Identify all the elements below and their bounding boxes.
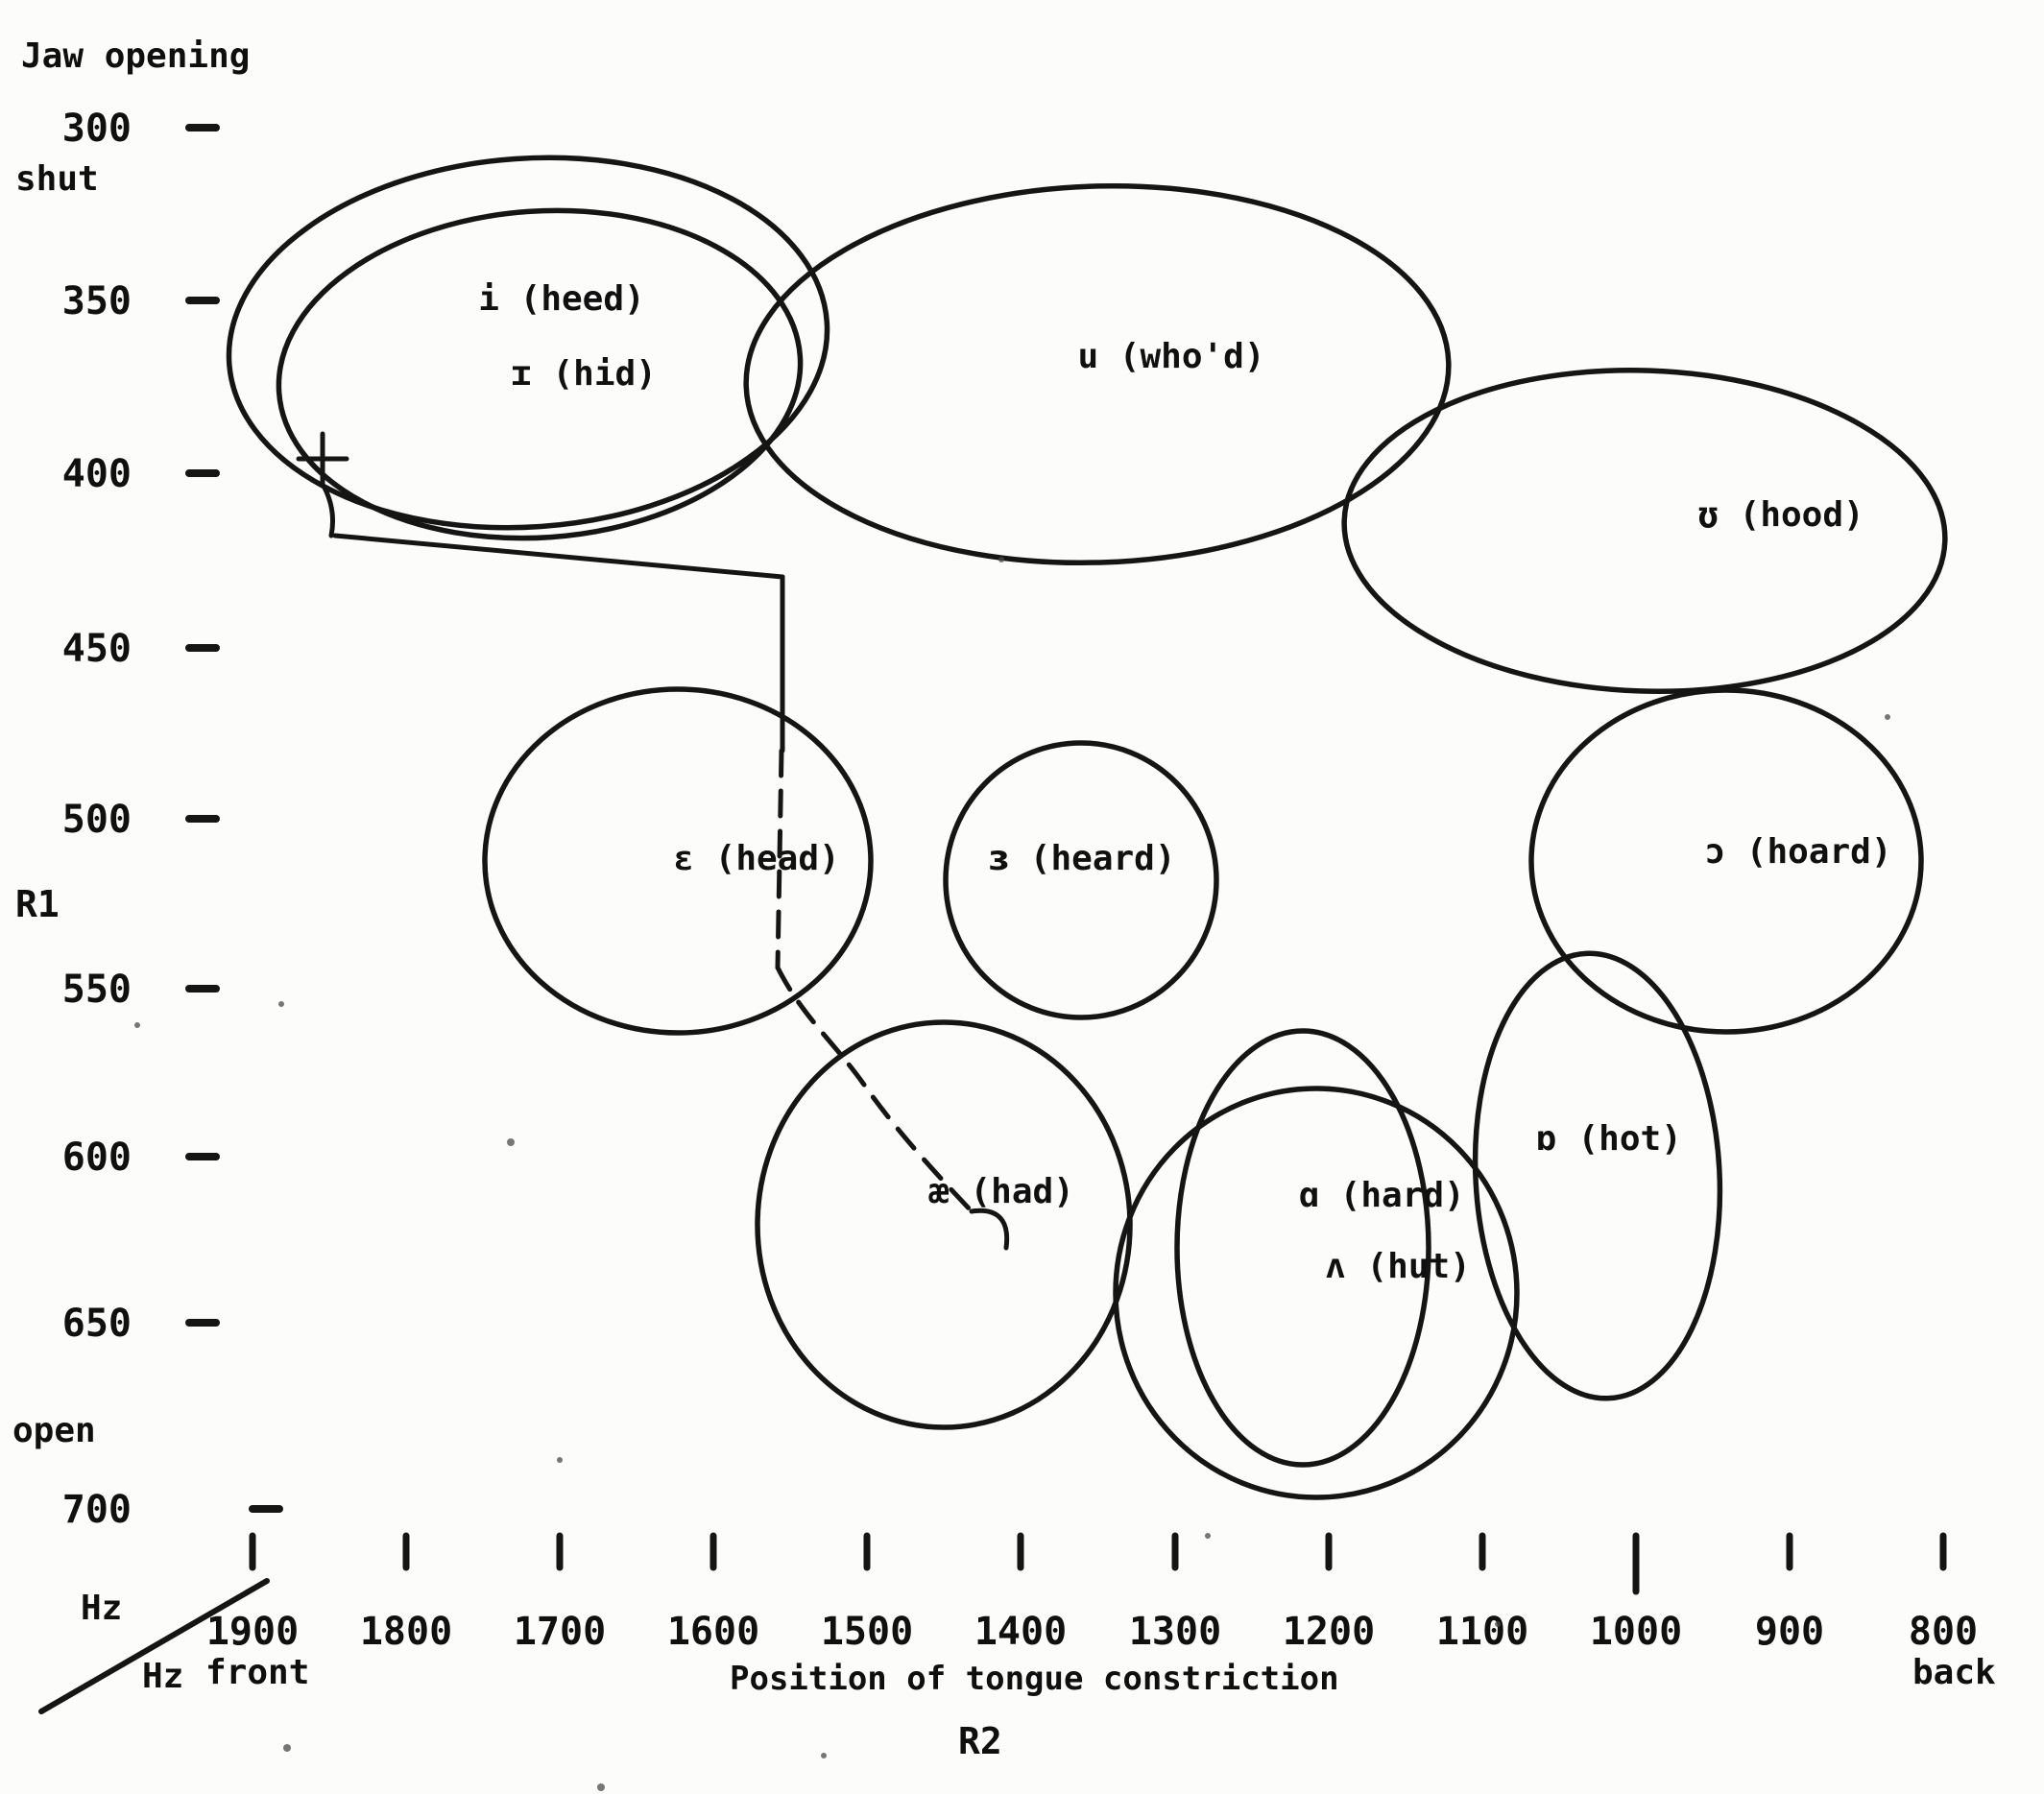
y-tick-label-450: 450	[62, 627, 132, 671]
vowel-label-hot: ɒ (hot)	[1536, 1119, 1682, 1159]
y-tick-label-500: 500	[62, 798, 132, 842]
x-tick-label-1500: 1500	[821, 1610, 913, 1654]
trajectory-segment-2	[775, 748, 784, 970]
x-axis-front-label: front	[205, 1653, 310, 1692]
scan-speck	[507, 1138, 515, 1146]
vowel-ellipse-hot	[1472, 950, 1723, 1401]
plus-marker	[322, 485, 336, 538]
x-tick-label-1400: 1400	[974, 1610, 1067, 1654]
scan-speck	[821, 1753, 827, 1758]
x-tick-label-1700: 1700	[514, 1610, 606, 1654]
scan-speck	[283, 1744, 291, 1752]
y-tick-label-700: 700	[62, 1488, 132, 1532]
vowel-label-hut: ʌ (hut)	[1325, 1247, 1471, 1286]
x-tick-label-1600: 1600	[667, 1610, 759, 1654]
scan-speck	[1885, 714, 1890, 720]
vowel-label-heed: i (heed)	[478, 279, 644, 319]
y-axis-shut-label: shut	[15, 159, 99, 199]
x-tick-label-1900: 1900	[206, 1610, 299, 1654]
y-axis-unit: Hz	[81, 1589, 123, 1628]
y-axis-name: R1	[15, 883, 60, 925]
scan-speck	[278, 1001, 284, 1007]
x-tick-label-1300: 1300	[1129, 1610, 1221, 1654]
trajectory-segment-3	[775, 965, 974, 1214]
vowel-ellipse-head	[482, 686, 874, 1036]
vowel-ellipse-hut	[1113, 1086, 1520, 1500]
x-tick-label-1000: 1000	[1590, 1610, 1682, 1654]
scan-speck	[597, 1783, 605, 1791]
y-tick-label-350: 350	[62, 279, 132, 323]
x-axis-name: R2	[958, 1720, 1002, 1762]
vowel-ellipse-hid	[276, 207, 804, 541]
x-tick-label-800: 800	[1909, 1610, 1978, 1654]
scan-speck	[1205, 1533, 1211, 1539]
x-axis-back-label: back	[1912, 1653, 1996, 1692]
axis-break-line	[38, 1578, 270, 1714]
y-axis-title: Jaw opening	[21, 36, 251, 76]
y-tick-label-650: 650	[62, 1302, 132, 1346]
vowel-ellipse-who'd	[743, 182, 1452, 566]
vowel-ellipse-hoard	[1528, 687, 1924, 1035]
y-tick-label-550: 550	[62, 968, 132, 1012]
scan-speck	[557, 1457, 563, 1463]
vowel-ellipse-hood	[1341, 367, 1948, 695]
x-tick-label-1800: 1800	[360, 1610, 452, 1654]
x-axis-title: Position of tongue constriction	[730, 1660, 1339, 1698]
trajectory-segment-4	[969, 1208, 1010, 1251]
vowel-label-head: ɛ (head)	[673, 839, 839, 878]
vowel-ellipse-heard	[943, 740, 1219, 1020]
vowel-label-hard: ɑ (hard)	[1298, 1176, 1464, 1215]
vowel-label-hood: ʊ (hood)	[1697, 495, 1864, 535]
y-tick-label-400: 400	[62, 452, 132, 496]
vowel-label-heard: ɜ (heard)	[988, 839, 1175, 878]
vowel-ellipse-had	[755, 1019, 1133, 1430]
y-axis-open-label: open	[12, 1411, 96, 1450]
y-tick-label-600: 600	[62, 1136, 132, 1180]
x-tick-label-1200: 1200	[1283, 1610, 1375, 1654]
vowel-label-hid: ɪ (hid)	[511, 354, 657, 394]
vowel-label-who'd: u (who'd)	[1077, 337, 1264, 376]
scan-speck	[998, 557, 1004, 562]
vowel-ellipse-heed	[226, 155, 830, 531]
y-tick-label-300: 300	[62, 107, 132, 151]
scan-speck	[1495, 1621, 1501, 1627]
trajectory-segment-0	[332, 533, 785, 580]
vowel-ellipse-hard	[1174, 1028, 1431, 1468]
x-tick-label-1100: 1100	[1436, 1610, 1528, 1654]
x-axis-unit: Hz	[142, 1657, 184, 1696]
vowel-label-hoard: ɔ (hoard)	[1704, 832, 1891, 872]
scan-speck	[134, 1022, 140, 1028]
x-tick-label-900: 900	[1755, 1610, 1824, 1654]
